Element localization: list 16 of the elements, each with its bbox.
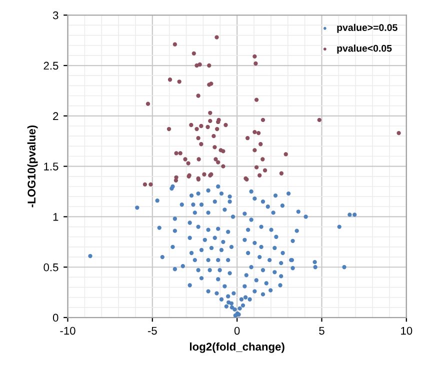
y-tick-label: 0.5 [44, 263, 58, 272]
x-tick-label: 10 [401, 326, 412, 335]
y-tick-label: 2.5 [44, 62, 58, 70]
y-tick-label: 2 [53, 112, 58, 120]
x-tick-label: 5 [319, 326, 324, 335]
x-tick-label: -5 [148, 326, 157, 335]
x-tick-label: -10 [60, 326, 76, 335]
y-tick-label: 1 [53, 213, 58, 221]
x-tick-label: 0 [234, 326, 240, 335]
y-tick-label: 3 [52, 11, 58, 20]
y-tick-label: 0 [52, 314, 58, 322]
y-tick-label: 1.5 [44, 162, 58, 170]
legend-label: pvalue<0.05 [337, 44, 392, 54]
legend-label: pvalue>=0.05 [337, 24, 398, 33]
x-axis-title: log2(fold_change) [190, 342, 284, 353]
y-axis-title: -LOG10(pvalue) [27, 126, 38, 208]
